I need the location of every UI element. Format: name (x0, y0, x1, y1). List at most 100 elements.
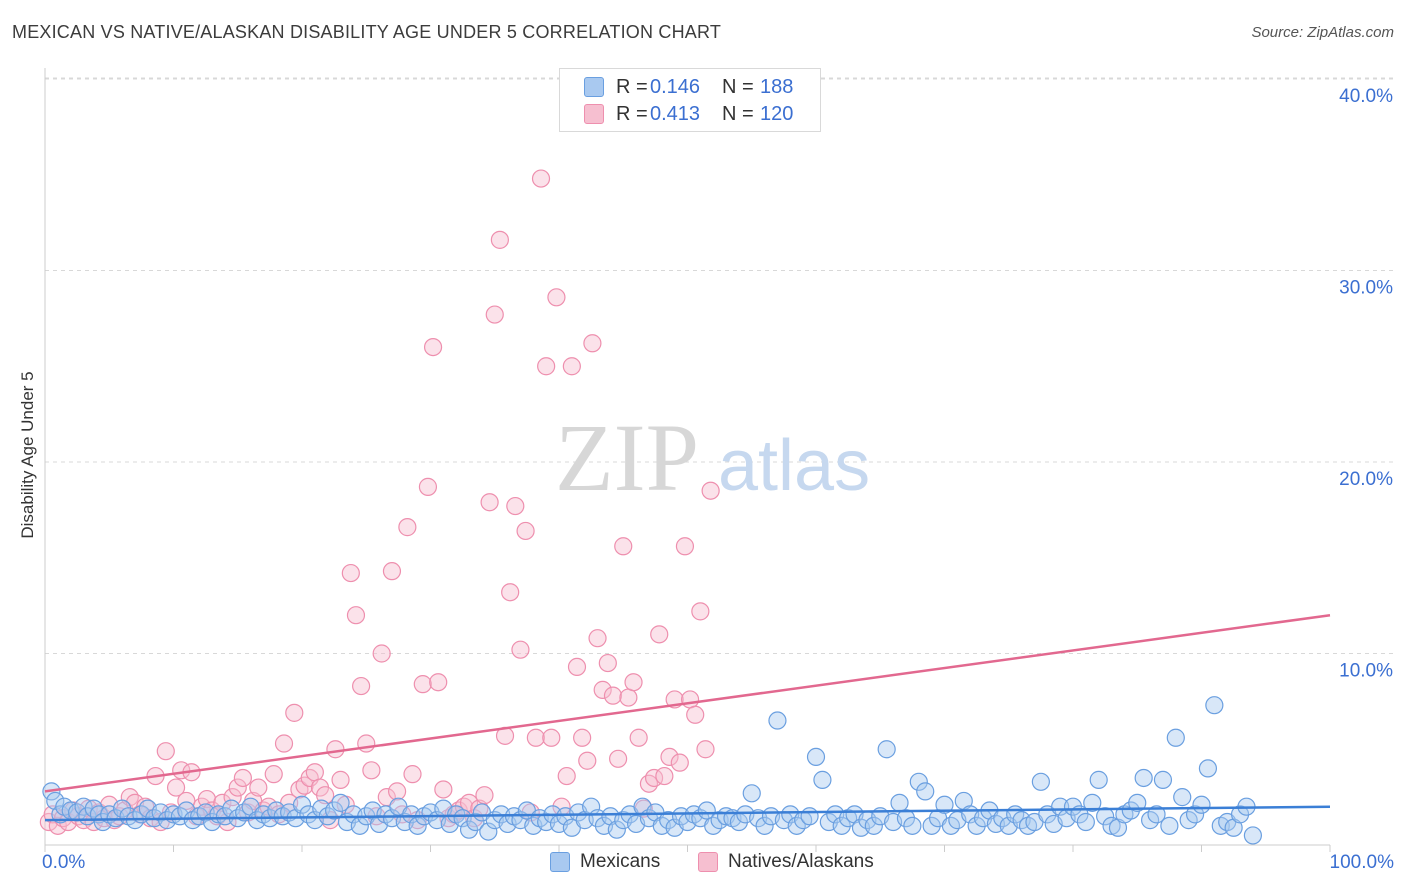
point-mexicans (909, 772, 928, 791)
point-natives (156, 742, 175, 761)
point-natives (372, 644, 391, 663)
r-label: R = (616, 75, 648, 98)
point-mexicans (1147, 805, 1166, 824)
point-natives (434, 780, 453, 799)
point-natives (418, 477, 438, 496)
legend-swatch-blue (584, 77, 604, 97)
point-mexicans (1243, 826, 1263, 845)
point-mexicans (1173, 788, 1192, 807)
point-mexicans (479, 822, 498, 841)
trend-line-mexicans (44, 805, 1331, 822)
point-mexicans (1198, 759, 1218, 778)
point-mexicans (1051, 797, 1070, 816)
point-mexicans (466, 812, 485, 832)
y-tick-label: 30.0% (1339, 278, 1393, 299)
point-mexicans (1185, 805, 1205, 824)
y-tick-labels: 10.0% 20.0% 30.0% 40.0% (1339, 86, 1393, 682)
point-natives (490, 230, 509, 249)
axes (44, 68, 1331, 852)
y-tick-label: 20.0% (1339, 469, 1393, 490)
point-natives (516, 521, 535, 541)
point-mexicans (1083, 793, 1102, 812)
point-natives (614, 537, 633, 556)
point-mexicans (292, 795, 312, 814)
point-natives (619, 688, 638, 707)
point-mexicans (1096, 807, 1115, 826)
point-natives (547, 288, 566, 307)
point-natives (670, 753, 689, 772)
legend-item-mexicans[interactable]: Mexicans (550, 851, 660, 873)
point-natives (609, 749, 628, 768)
point-mexicans (1076, 812, 1095, 832)
point-mexicans (813, 770, 832, 789)
n-label: N = (722, 102, 754, 125)
point-mexicans (46, 791, 65, 811)
legend-item-natives[interactable]: Natives/Alaskans (698, 851, 874, 873)
point-natives (429, 673, 448, 692)
point-natives (562, 357, 581, 376)
point-natives (362, 761, 381, 780)
point-natives (341, 563, 360, 583)
point-natives (352, 676, 371, 696)
watermark-atlas: atlas (718, 426, 870, 506)
legend-label-mexicans: Mexicans (580, 851, 661, 872)
point-natives (567, 657, 587, 677)
point-mexicans (1160, 816, 1179, 835)
point-natives (537, 357, 556, 376)
series-legend: Mexicans Natives/Alaskans (0, 851, 1406, 877)
n-value: 188 (760, 75, 794, 98)
point-natives (357, 734, 376, 753)
legend-swatch-blue (550, 852, 570, 872)
point-natives (629, 728, 648, 747)
legend-swatch-pink (584, 104, 604, 124)
n-value: 120 (760, 102, 794, 125)
trend-line-natives (44, 613, 1331, 793)
r-value: 0.146 (650, 75, 701, 98)
point-natives (655, 766, 674, 786)
point-natives (387, 782, 407, 801)
legend-swatch-pink (698, 852, 718, 872)
point-natives (326, 740, 345, 759)
r-value: 0.413 (650, 102, 701, 125)
point-mexicans (806, 747, 826, 767)
grid-lines (45, 77, 1395, 654)
point-natives (557, 766, 576, 786)
point-mexicans (916, 782, 935, 801)
point-mexicans (768, 711, 787, 730)
r-label: R = (616, 102, 648, 125)
y-tick-label: 40.0% (1339, 86, 1393, 107)
stats-row-natives: R = 0.413 N = 120 (584, 102, 793, 126)
point-mexicans (864, 816, 883, 835)
point-mexicans (1192, 795, 1211, 814)
point-natives (398, 518, 417, 537)
point-natives (197, 789, 217, 809)
stats-row-mexicans: R = 0.146 N = 188 (584, 75, 793, 99)
point-natives (485, 305, 504, 324)
point-natives (413, 675, 432, 694)
point-natives (526, 728, 545, 747)
point-mexicans (935, 795, 954, 814)
watermark-zip: ZIP (555, 404, 699, 511)
point-natives (639, 774, 659, 793)
point-mexicans (1205, 696, 1224, 715)
point-natives (213, 793, 232, 812)
point-natives (531, 169, 551, 188)
point-natives (686, 705, 705, 724)
point-mexicans (697, 801, 716, 820)
x-tick-left: 0.0% (42, 852, 86, 873)
point-natives (598, 653, 617, 673)
point-mexicans (1102, 816, 1121, 835)
point-natives (660, 747, 679, 767)
chart-title: MEXICAN VS NATIVE/ALASKAN DISABILITY AGE… (12, 22, 722, 42)
point-natives (701, 481, 720, 500)
point-natives (264, 765, 283, 784)
point-mexicans (890, 793, 909, 812)
point-natives (624, 673, 643, 692)
point-mexicans (1031, 772, 1050, 791)
point-natives (588, 629, 607, 648)
point-natives (650, 625, 669, 644)
point-natives (696, 740, 715, 759)
trend-lines (44, 613, 1331, 822)
point-natives (285, 703, 304, 722)
point-natives (501, 583, 520, 602)
